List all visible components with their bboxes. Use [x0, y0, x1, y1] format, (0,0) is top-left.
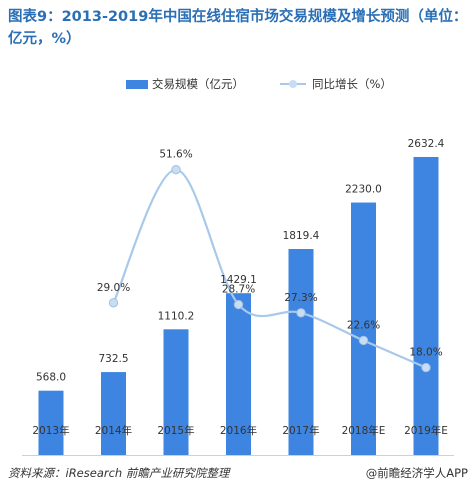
bar	[38, 390, 64, 455]
x-tick-label: 2019年E	[404, 424, 448, 437]
x-tick-label: 2014年	[95, 424, 132, 437]
bar-value-label: 732.5	[98, 353, 128, 365]
growth-value-label: 51.6%	[159, 149, 192, 161]
legend: 交易规模（亿元） 同比增长（%）	[0, 74, 476, 94]
bar-value-label: 1110.2	[158, 310, 195, 322]
growth-point	[296, 308, 306, 318]
legend-item-bars: 交易规模（亿元）	[126, 74, 244, 94]
growth-point	[421, 362, 431, 373]
x-tick-label: 2016年	[220, 424, 257, 437]
growth-point	[171, 164, 181, 175]
growth-value-label: 28.7%	[222, 284, 255, 296]
bar	[288, 249, 314, 455]
growth-value-label: 18.0%	[409, 347, 442, 359]
growth-value-label: 27.3%	[284, 292, 317, 304]
bar-value-label: 2632.4	[408, 138, 445, 150]
x-tick-label: 2015年	[157, 424, 194, 437]
x-tick-label: 2018年E	[342, 424, 386, 437]
labels-layer: 568.0 2013年 732.5 2014年 1110.2 2015年 1429.1 201…	[32, 138, 448, 437]
bar	[226, 293, 251, 455]
legend-item-line: 同比增长（%）	[280, 74, 392, 94]
bar-value-label: 2230.0	[345, 184, 382, 196]
growth-point	[233, 299, 244, 310]
growth-value-label: 29.0%	[97, 282, 130, 294]
bar	[351, 202, 376, 455]
bar-value-label: 1819.4	[283, 230, 320, 242]
growth-line-layer	[108, 164, 431, 373]
bar	[413, 156, 439, 455]
brand-label: @前瞻经济学人APP	[365, 466, 468, 480]
bar	[101, 372, 126, 455]
x-tick-label: 2013年	[32, 424, 69, 437]
x-tick-label: 2017年	[282, 424, 319, 437]
source-note: 资料来源：iResearch 前瞻产业研究院整理	[8, 466, 230, 480]
bar	[163, 329, 189, 455]
bar-value-label: 568.0	[36, 372, 66, 384]
chart-title: 图表9：2013-2019年中国在线住宿市场交易规模及增长预测（单位：亿元，%）	[8, 9, 468, 47]
legend-bar-label: 交易规模（亿元）	[152, 77, 244, 91]
legend-bar-swatch	[126, 79, 148, 89]
growth-value-label: 22.6%	[347, 319, 380, 331]
x-axis-line	[22, 455, 454, 456]
bar-value-label: 1429.1	[220, 274, 257, 286]
growth-line	[112, 168, 427, 369]
bars-layer	[38, 156, 439, 455]
legend-line-label: 同比增长（%）	[312, 77, 392, 91]
growth-point	[108, 298, 119, 308]
legend-line-swatch	[280, 80, 306, 88]
growth-point	[358, 335, 369, 346]
